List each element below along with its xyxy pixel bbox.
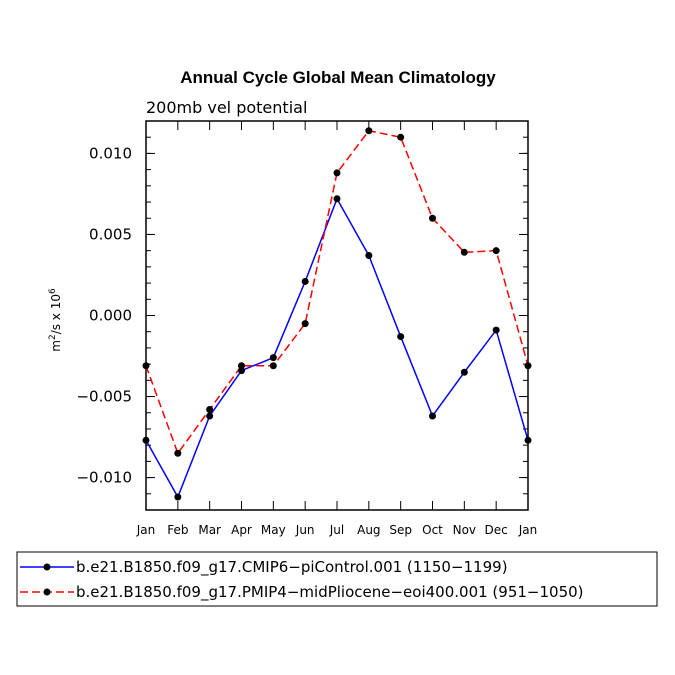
x-tick-label: May <box>261 523 286 537</box>
legend: b.e21.B1850.f09_g17.CMIP6−piControl.001 … <box>16 551 658 607</box>
y-axis-label: m2/s x 106 <box>48 288 63 352</box>
series-1-point <box>269 354 277 362</box>
legend-marker-1 <box>43 563 51 571</box>
x-tick-label: Jul <box>329 523 344 537</box>
x-tick-label: Jan <box>518 523 538 537</box>
x-tick-label: Jan <box>136 523 156 537</box>
series-1-point <box>492 326 500 334</box>
series-1-point <box>174 493 182 501</box>
x-tick-label: Jun <box>295 523 315 537</box>
series-2-point <box>365 127 373 135</box>
x-tick-label: Feb <box>167 523 188 537</box>
series-2-point <box>206 406 214 414</box>
series-2-point <box>142 362 150 370</box>
y-tick-label: −0.005 <box>76 388 132 406</box>
legend-label-1: b.e21.B1850.f09_g17.CMIP6−piControl.001 … <box>76 558 508 577</box>
series-2-point <box>174 449 182 457</box>
series-1-point <box>301 277 309 285</box>
series-2-point <box>524 362 532 370</box>
y-tick-label: −0.010 <box>76 469 132 487</box>
series-2-point <box>301 320 309 328</box>
x-tick-label: Sep <box>389 523 412 537</box>
x-tick-label: Apr <box>231 523 252 537</box>
series-1-point <box>333 195 341 203</box>
series-2-point <box>238 362 245 370</box>
series-1-point <box>397 333 405 341</box>
legend-marker-2 <box>43 588 51 596</box>
series-2-point <box>333 169 341 177</box>
series-lines <box>145 129 529 499</box>
legend-box <box>16 551 658 607</box>
series-1-point <box>142 436 150 444</box>
series-1-point <box>460 368 468 376</box>
series-2-point <box>429 214 436 222</box>
plot-frame <box>145 120 529 511</box>
x-tick-label: Mar <box>198 523 221 537</box>
chart-subtitle: 200mb vel potential <box>146 98 307 117</box>
chart-title: Annual Cycle Global Mean Climatology <box>180 68 496 87</box>
series-1-point <box>206 412 214 420</box>
series-1-point <box>365 252 373 260</box>
series-1-point <box>524 436 532 444</box>
x-tick-label: Nov <box>453 523 476 537</box>
series-line-2 <box>145 129 529 455</box>
series-2-point <box>460 248 468 256</box>
axes: −0.010 −0.005 0.000 0.005 0.010 Jan Feb Mar Apr M… <box>76 120 538 537</box>
series-2-point <box>269 362 277 370</box>
y-tick-label: 0.010 <box>89 144 132 162</box>
series-1-point <box>429 412 436 420</box>
x-tick-label: Dec <box>485 523 508 537</box>
legend-label-2: b.e21.B1850.f09_g17.PMIP4−midPliocene−eo… <box>76 583 584 602</box>
series-line-1 <box>145 197 529 499</box>
y-tick-label: 0.005 <box>89 225 132 243</box>
x-tick-label: Oct <box>422 523 443 537</box>
x-tick-label: Aug <box>357 523 380 537</box>
y-tick-label: 0.000 <box>89 307 132 325</box>
series-2-point <box>397 133 405 141</box>
series-2-point <box>492 247 500 255</box>
series-markers <box>142 127 532 501</box>
series-1-point <box>238 367 245 375</box>
